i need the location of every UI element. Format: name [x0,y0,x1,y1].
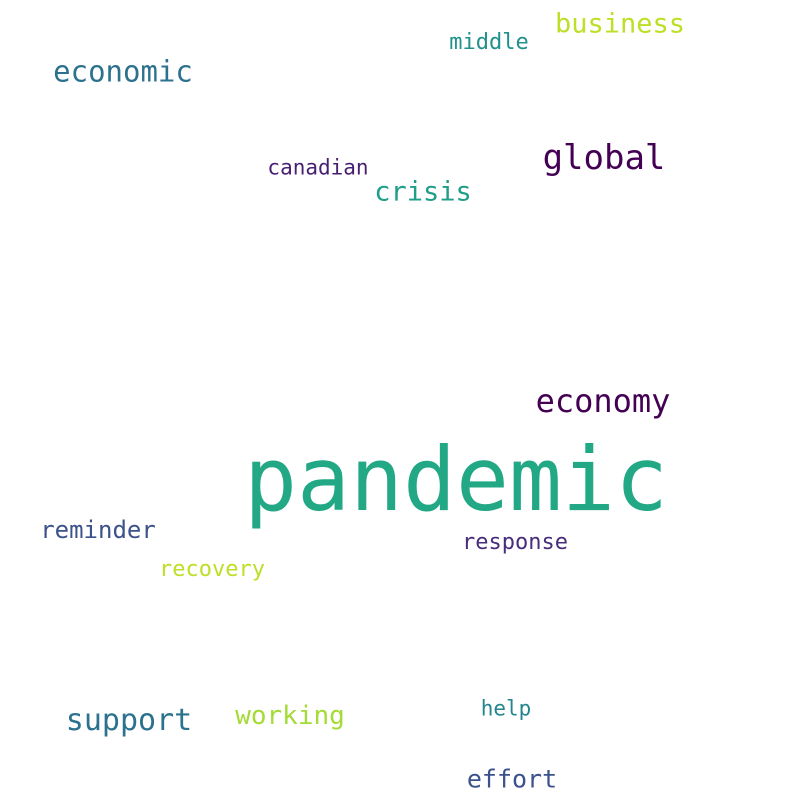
word-response: response [462,530,568,555]
word-help: help [480,696,532,721]
word-global: global [542,138,666,178]
word-business: business [554,8,686,40]
word-crisis: crisis [374,176,472,208]
word-middle: middle [449,30,529,55]
word-economy: economy [535,382,671,420]
word-pandemic: pandemic [244,428,668,531]
word-economic: economic [53,54,193,89]
word-working: working [235,701,345,731]
word-effort: effort [466,764,558,794]
word-reminder: reminder [40,516,156,544]
word-canadian: canadian [267,155,369,180]
word-recovery: recovery [159,557,265,582]
word-support: support [65,703,193,738]
